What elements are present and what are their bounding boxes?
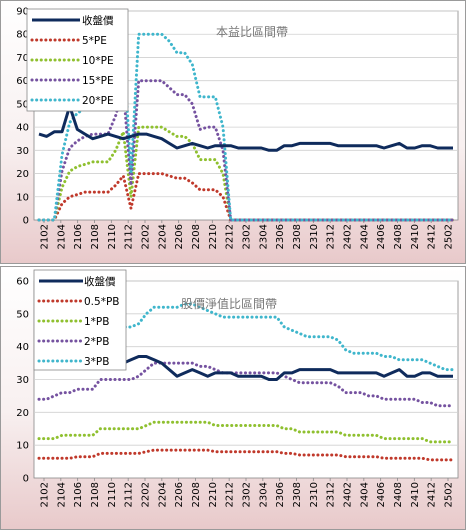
pb-band-chart-svg: 0 10 20 30 40 50 60 2102 2104 2106 2108 2110 2112 22…	[0, 266, 466, 530]
legend-label: 收盤價	[82, 14, 114, 27]
y-tick-label: 90	[16, 7, 29, 18]
y-tick-label: 30	[16, 375, 29, 386]
legend-label: 15*PE	[82, 75, 114, 87]
y-tick-label: 10	[16, 192, 29, 203]
x-tick-label: 2412	[427, 482, 438, 507]
x-tick-label: 2308	[292, 482, 303, 507]
legend-label: 3*PB	[84, 356, 109, 368]
x-tick-label: 2404	[359, 224, 370, 249]
x-tick-label: 2412	[427, 224, 438, 249]
x-tick-label: 2312	[326, 224, 337, 249]
series-line-0	[38, 104, 453, 152]
legend-label: 5*PE	[82, 35, 107, 47]
x-tick-label: 2212	[225, 482, 236, 507]
x-tick-label: 2312	[326, 482, 337, 507]
x-tick-label: 2502	[444, 482, 455, 507]
x-tick-label: 2110	[107, 482, 118, 507]
x-tick-label: 2302	[242, 224, 253, 249]
legend-label: 1*PB	[84, 316, 109, 328]
x-tick-label: 2404	[359, 482, 370, 507]
x-tick-label: 2102	[40, 224, 51, 249]
x-tick-label: 2108	[90, 224, 101, 249]
x-tick-label: 2108	[90, 482, 101, 507]
x-tick-label: 2302	[242, 482, 253, 507]
series-line-3	[37, 361, 455, 408]
series-line-2	[37, 420, 455, 444]
x-tick-label: 2104	[56, 482, 67, 507]
y-tick-label: 50	[16, 309, 29, 320]
x-tick-label: 2202	[141, 224, 152, 249]
legend-label: 20*PE	[82, 95, 114, 107]
series-line-1	[37, 172, 455, 222]
y-axis: 0 10 20 30 40 50 60 70 80 90	[16, 7, 29, 227]
legend-label: 0.5*PB	[84, 296, 119, 308]
x-tick-label: 2402	[343, 224, 354, 249]
y-axis: 0 10 20 30 40 50 60	[16, 277, 29, 485]
x-tick-label: 2110	[107, 224, 118, 249]
x-tick-label: 2304	[258, 482, 269, 507]
x-tick-label: 2106	[73, 482, 84, 507]
y-tick-label: 40	[16, 342, 29, 353]
x-tick-label: 2206	[174, 224, 185, 249]
legend-label: 2*PB	[84, 336, 109, 348]
x-tick-label: 2304	[258, 224, 269, 249]
x-tick-label: 2306	[275, 482, 286, 507]
x-tick-label: 2310	[309, 224, 320, 249]
x-tick-label: 2308	[292, 224, 303, 249]
legend-label: 10*PE	[82, 55, 114, 67]
y-tick-label: 50	[16, 99, 29, 110]
x-tick-label: 2202	[141, 482, 152, 507]
x-tick-label: 2208	[191, 482, 202, 507]
y-tick-label: 30	[16, 146, 29, 157]
x-tick-label: 2208	[191, 224, 202, 249]
x-tick-label: 2106	[73, 224, 84, 249]
x-tick-label: 2402	[343, 482, 354, 507]
y-tick-label: 40	[16, 123, 29, 134]
x-tick-label: 2112	[124, 482, 135, 507]
x-tick-label: 2104	[56, 224, 67, 249]
x-tick-label: 2306	[275, 224, 286, 249]
x-tick-label: 2310	[309, 482, 320, 507]
series-group	[37, 32, 455, 222]
x-tick-label: 2502	[444, 224, 455, 249]
legend: 收盤價 5*PE 10*PE 15*PE 20*PE	[26, 8, 129, 112]
x-axis: 2102 2104 2106 2108 2110 2112 2202 2204 2206 2208…	[40, 220, 455, 249]
legend-label: 收盤價	[84, 275, 116, 288]
x-tick-label: 2112	[124, 224, 135, 249]
y-tick-label: 70	[16, 53, 29, 64]
x-tick-label: 2210	[208, 224, 219, 249]
x-tick-label: 2410	[410, 224, 421, 249]
y-tick-label: 80	[16, 30, 29, 41]
series-line-4	[37, 32, 455, 222]
y-tick-label: 60	[16, 76, 29, 87]
x-tick-label: 2102	[40, 482, 51, 507]
x-tick-label: 2204	[157, 224, 168, 249]
x-tick-label: 2206	[174, 482, 185, 507]
y-tick-label: 20	[16, 169, 29, 180]
x-tick-label: 2212	[225, 224, 236, 249]
x-tick-label: 2410	[410, 482, 421, 507]
x-tick-label: 2406	[376, 224, 387, 249]
y-tick-label: 10	[16, 441, 29, 452]
y-tick-label: 60	[16, 277, 29, 288]
y-tick-label: 0	[23, 216, 29, 227]
chart-title: 本益比區間帶	[216, 25, 288, 39]
legend: 收盤價 0.5*PB 1*PB 2*PB 3*PB	[33, 269, 127, 371]
x-tick-label: 2408	[393, 224, 404, 249]
x-tick-label: 2406	[376, 482, 387, 507]
y-tick-label: 20	[16, 408, 29, 419]
x-tick-label: 2204	[157, 482, 168, 507]
series-line-1	[37, 448, 455, 462]
pe-band-chart: 0 10 20 30 40 50 60 70 80 90 2102 2104 2106 2108 2110…	[0, 0, 466, 264]
chart-title: 股價淨值比區間帶	[181, 296, 277, 311]
pe-band-chart-svg: 0 10 20 30 40 50 60 70 80 90 2102 2104 2106 2108 2110…	[0, 0, 466, 264]
x-axis: 2102 2104 2106 2108 2110 2112 2202 2204 2206 2208…	[40, 478, 455, 507]
y-tick-label: 0	[23, 474, 29, 485]
x-tick-label: 2408	[393, 482, 404, 507]
x-tick-label: 2210	[208, 482, 219, 507]
pb-band-chart: 0 10 20 30 40 50 60 2102 2104 2106 2108 2110 2112 22…	[0, 266, 466, 530]
